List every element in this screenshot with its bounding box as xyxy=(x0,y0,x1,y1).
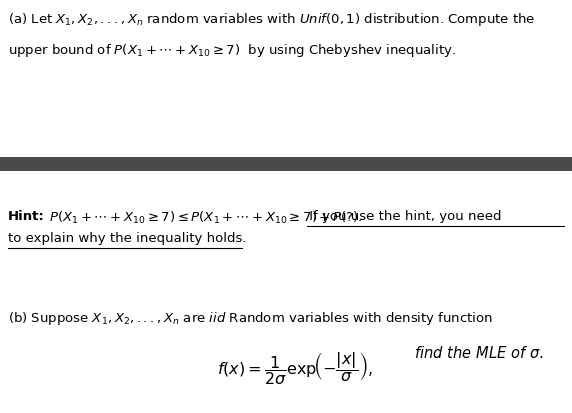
Text: to explain why the inequality holds.: to explain why the inequality holds. xyxy=(8,231,247,244)
Text: Hint:: Hint: xyxy=(8,209,45,223)
Text: $\quad\mathit{find\ the\ MLE\ of\ }\sigma.$: $\quad\mathit{find\ the\ MLE\ of\ }\sigm… xyxy=(400,344,544,360)
Text: (b) Suppose $X_1, X_2, ..., X_n$ are $\mathit{iid}$ Random variables with densit: (b) Suppose $X_1, X_2, ..., X_n$ are $\m… xyxy=(8,309,493,326)
Text: $P(X_1 + \cdots + X_{10} \geq 7) \leq P(X_1 + \cdots + X_{10} \geq 7) + P(?)$.: $P(X_1 + \cdots + X_{10} \geq 7) \leq P(… xyxy=(45,209,363,225)
Text: $f(x) = \dfrac{1}{2\sigma}\mathrm{exp}\!\left(-\dfrac{|x|}{\sigma}\right),$: $f(x) = \dfrac{1}{2\sigma}\mathrm{exp}\!… xyxy=(217,349,374,386)
Text: If you use the hint, you need: If you use the hint, you need xyxy=(305,209,502,223)
Text: upper bound of $P(X_1 + \cdots + X_{10} \geq 7)$  by using Chebyshev inequality.: upper bound of $P(X_1 + \cdots + X_{10} … xyxy=(8,42,456,59)
Bar xyxy=(0,158,572,171)
Text: (a) Let $X_1, X_2, ..., X_n$ random variables with $\mathit{Unif}(0,1)$ distribu: (a) Let $X_1, X_2, ..., X_n$ random vari… xyxy=(8,11,535,28)
